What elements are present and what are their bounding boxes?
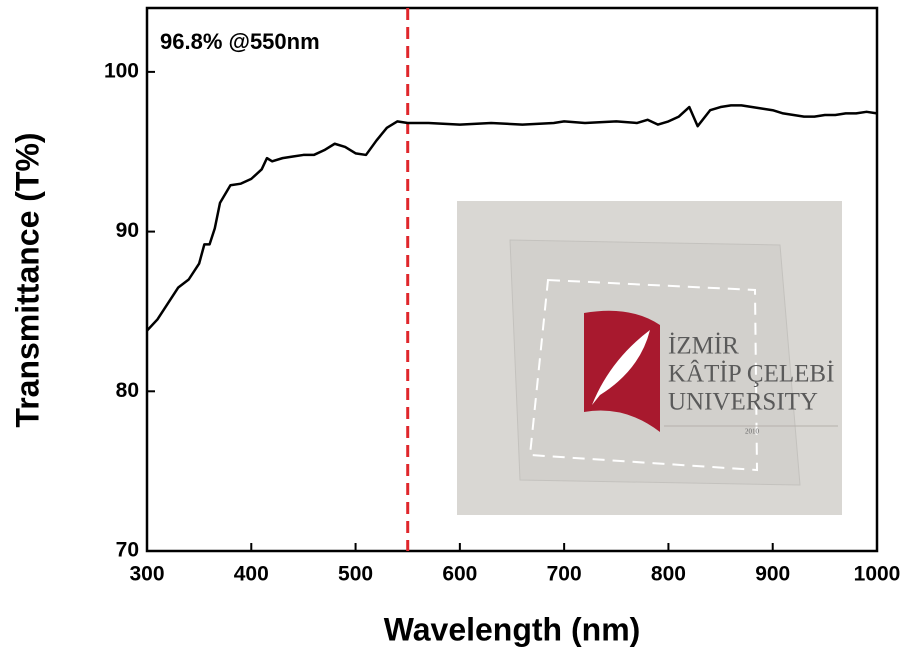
x-tick-label: 500 — [338, 563, 373, 586]
y-tick-label: 80 — [116, 379, 139, 402]
x-tick-label: 1000 — [854, 563, 901, 586]
y-tick-label: 90 — [116, 219, 139, 242]
inset-photo: İZMİR KÂTİP ÇELEBİ UNIVERSITY 2010 — [457, 201, 842, 515]
x-tick-label: 300 — [129, 563, 164, 586]
x-tick-label: 400 — [234, 563, 269, 586]
x-tick-label: 600 — [442, 563, 477, 586]
y-tick-label: 70 — [116, 539, 139, 562]
logo-feather — [592, 330, 650, 405]
logo-text: UNIVERSITY — [668, 389, 818, 416]
plot-frame — [145, 6, 879, 553]
x-axis-label: Wavelength (nm) — [384, 611, 641, 647]
logo-text: KÂTİP ÇELEBİ — [668, 360, 834, 388]
logo-text: İZMİR — [668, 333, 739, 360]
data-line — [146, 104, 878, 332]
annotation: 96.8% @550nm — [160, 29, 320, 54]
x-tick-label: 700 — [547, 563, 582, 586]
y-axis-label: Transmittance (T%) — [9, 132, 45, 427]
x-tick-label: 900 — [755, 563, 790, 586]
dashed-outline — [528, 278, 759, 472]
y-tick-label: 100 — [104, 59, 139, 82]
logo-year: 2010 — [745, 428, 760, 436]
x-tick-label: 800 — [651, 563, 686, 586]
